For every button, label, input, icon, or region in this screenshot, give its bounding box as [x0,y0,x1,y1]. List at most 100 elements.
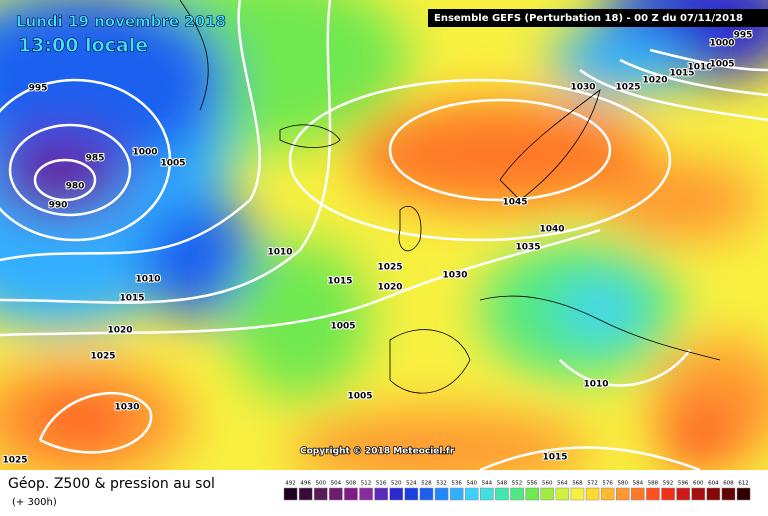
local-time: 13:00 locale [18,35,148,57]
isobar-label: 995 [734,31,753,41]
colorbar-label: 580 [618,481,629,487]
colorbar-swatch [374,487,388,501]
colorbar-swatch [555,487,570,501]
isobar-label: 1005 [709,60,734,70]
colorbar-label: 496 [300,481,311,487]
isobar-label: 1030 [570,83,595,93]
colorbar-swatch [600,487,615,501]
colorbar-label: 528 [421,481,432,487]
colorbar-label: 560 [542,481,553,487]
colorbar-label: 500 [316,481,327,487]
colorbar: 492 496 500 504 508 512 516 520 524 528 532 536 540 5… [283,481,751,501]
colorbar-swatch [449,487,464,501]
isobar-label: 1025 [2,456,27,466]
colorbar-label: 548 [497,481,508,487]
isobar-label: 1010 [267,248,292,258]
isobar-label: 1020 [377,283,402,293]
colorbar-swatch [313,487,328,501]
isobar-label: 1030 [114,403,139,413]
isobar-label: 995 [29,84,48,94]
colorbar-label: 608 [723,481,734,487]
isobar-label: 1020 [107,326,132,336]
isobar-label: 1040 [539,225,564,235]
date: Lundi 19 novembre 2018 [16,13,226,31]
colorbar-swatch [464,487,479,501]
isobar-label: 1025 [377,263,402,273]
isobar-label: 1045 [502,198,527,208]
colorbar-label: 572 [587,481,598,487]
colorbar-label: 524 [406,481,417,487]
colorbar-label: 600 [693,481,704,487]
colorbar-swatch [480,487,494,501]
colorbar-swatch [510,487,524,501]
isobar-label: 985 [86,154,105,164]
colorbar-label: 532 [436,481,447,487]
run-info: Ensemble GEFS (Perturbation 18) - 00 Z d… [434,13,743,24]
colorbar-swatch [691,487,706,501]
colorbar-label: 556 [527,481,538,487]
colorbar-swatch [646,487,660,501]
colorbar-label: 552 [512,481,523,487]
colorbar-swatch [298,487,313,501]
colorbar-swatch [721,487,736,501]
coastlines [179,0,721,394]
colorbar-swatch [329,487,343,501]
isobar-label: 1010 [583,380,608,390]
colorbar-label: 604 [708,481,719,487]
colorbar-swatch [585,487,600,501]
colorbar-swatch [283,487,298,501]
isobars [0,0,768,470]
colorbar-label: 612 [738,481,749,487]
colorbar-swatch [570,487,585,501]
colorbar-label: 540 [467,481,478,487]
footer-title: Géop. Z500 & pression au sol [8,476,215,492]
isobar-label: 1000 [132,148,157,158]
isobar-label: 1015 [542,453,567,463]
colorbar-label: 596 [678,481,689,487]
colorbar-swatch [344,487,358,501]
copyright: Copyright © 2018 Meteociel.fr [300,447,455,457]
colorbar-label: 536 [451,481,462,487]
colorbar-swatch [359,487,373,501]
isobar-label: 980 [66,182,85,192]
colorbar-swatch [525,487,539,501]
isobar-label: 1020 [642,76,667,86]
colorbar-label: 592 [663,481,674,487]
isobar-label: 1015 [669,69,694,79]
colorbar-swatch [661,487,675,501]
colorbar-swatch [736,487,751,501]
colorbar-swatch [404,487,419,501]
colorbar-swatch [389,487,404,501]
isobar-label: 1010 [687,63,712,73]
colorbar-swatch [676,487,690,501]
lead-time: (+ 300h) [12,497,57,508]
colorbar-label: 584 [633,481,644,487]
colorbar-label: 564 [557,481,568,487]
colorbar-label: 544 [482,481,493,487]
colorbar-swatch [540,487,555,501]
field [0,0,768,470]
run-banner [428,9,768,27]
isobar-label: 990 [49,201,68,211]
isobar-label: 1000 [709,39,734,49]
colorbar-swatch [434,487,449,501]
isobar-label: 1025 [615,83,640,93]
isobar-label: 1005 [347,392,372,402]
colorbar-swatch [419,487,434,501]
colorbar-swatch [615,487,630,501]
isobar-label: 1005 [160,159,185,169]
isobar-label: 1015 [327,277,352,287]
colorbar-label: 508 [346,481,357,487]
colorbar-swatch [495,487,509,501]
colorbar-swatch [631,487,645,501]
isobar-label: 1015 [119,294,144,304]
colorbar-label: 504 [331,481,342,487]
isobar-label: 1030 [442,271,467,281]
isobar-label: 1025 [90,352,115,362]
isobar-labels: 9959859809901000100510101010101510201025… [1,30,753,467]
colorbar-label: 516 [376,481,387,487]
isobar-label: 1035 [515,243,540,253]
colorbar-swatch [706,487,721,501]
colorbar-label: 492 [285,481,296,487]
